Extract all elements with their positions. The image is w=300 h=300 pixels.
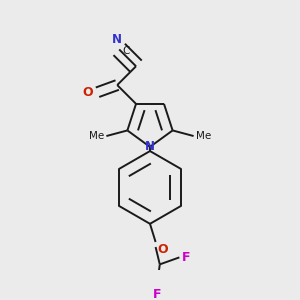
Text: Me: Me — [89, 131, 104, 141]
Text: O: O — [157, 243, 168, 256]
Text: F: F — [182, 251, 190, 264]
Text: Me: Me — [196, 131, 211, 141]
Text: N: N — [145, 140, 155, 153]
Text: O: O — [83, 86, 93, 99]
Text: C: C — [123, 46, 130, 56]
Text: N: N — [111, 33, 122, 46]
Text: F: F — [153, 288, 161, 300]
